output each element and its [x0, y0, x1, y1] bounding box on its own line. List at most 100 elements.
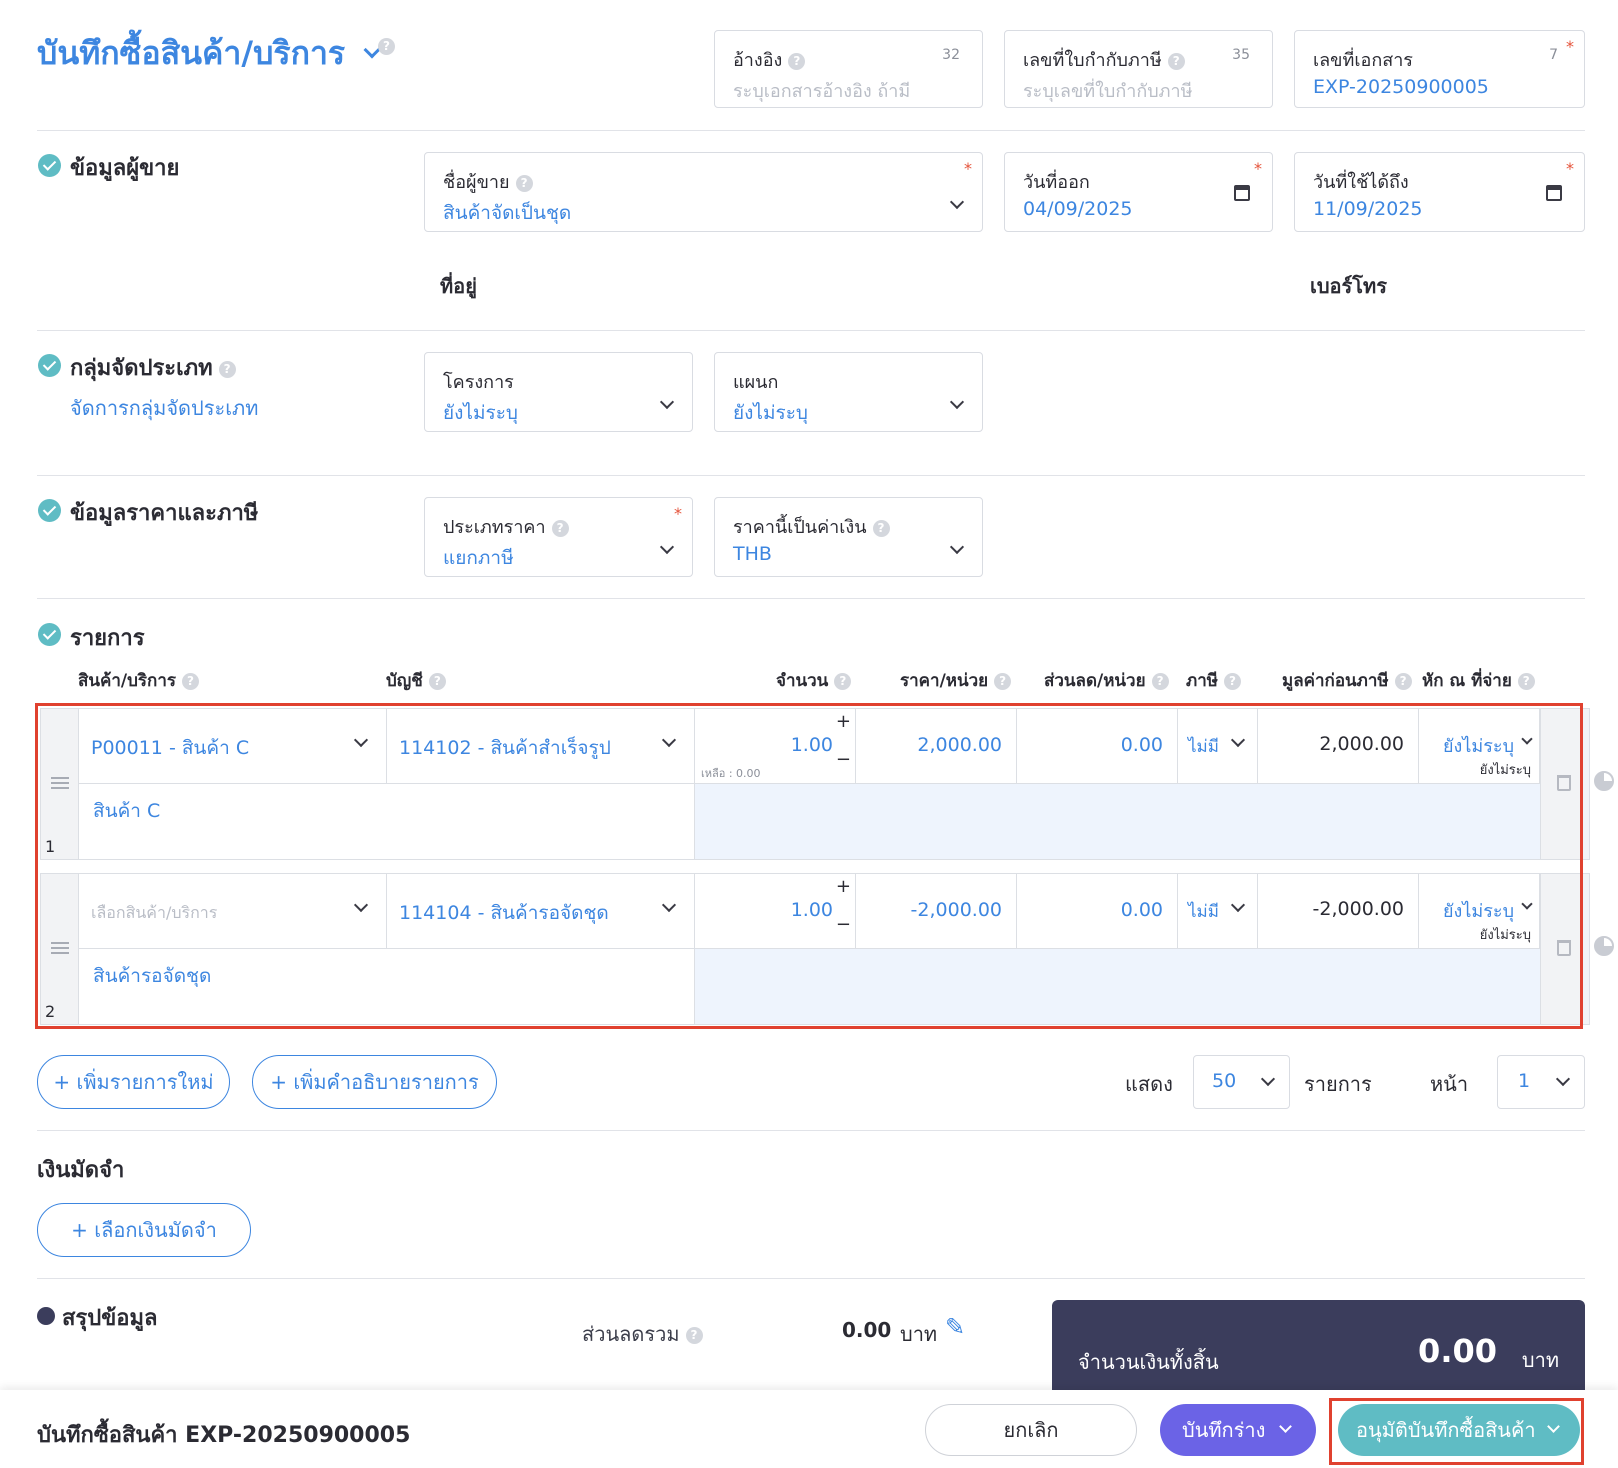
valid-until-value: 11/09/2025: [1313, 198, 1423, 220]
product-select[interactable]: เลือกสินค้า/บริการ: [79, 874, 387, 948]
currency-select[interactable]: ราคานี้เป็นค่าเงิน? THB: [714, 497, 983, 577]
issue-date-field[interactable]: วันที่ออก * 04/09/2025: [1004, 152, 1273, 232]
pretax-value-cell: 2,000.00: [1258, 709, 1419, 783]
help-icon: ?: [1167, 52, 1185, 70]
pricing-section-title: ข้อมูลราคาและภาษี: [70, 501, 259, 526]
description-value: สินค้ารอจัดชุด: [93, 965, 212, 987]
trash-icon[interactable]: [1557, 940, 1571, 956]
chevron-down-icon: [1521, 733, 1533, 745]
doc-number-input[interactable]: EXP-20250900005: [1313, 76, 1489, 98]
discount-input[interactable]: 0.00: [1017, 709, 1178, 783]
char-count: 35: [1232, 47, 1250, 63]
department-select[interactable]: แผนก ยังไม่ระบุ: [714, 352, 983, 432]
tax-select[interactable]: ไม่มี: [1178, 874, 1258, 948]
select-deposit-button[interactable]: + เลือกเงินมัดจำ: [37, 1203, 251, 1257]
vendor-name-select[interactable]: ชื่อผู้ขาย? * สินค้าจัดเป็นชุด: [424, 152, 983, 232]
currency-value: THB: [733, 543, 772, 565]
help-icon: ?: [182, 672, 200, 690]
calendar-icon[interactable]: [1234, 185, 1250, 201]
help-icon: ?: [428, 672, 446, 690]
vendor-name-label: ชื่อผู้ขาย: [443, 172, 510, 193]
description-input[interactable]: สินค้ารอจัดชุด: [79, 948, 695, 1024]
table-row: 1 P00011 - สินค้า C 114102 - สินค้าสำเร็…: [40, 708, 1590, 860]
drag-handle-icon[interactable]: [51, 942, 69, 954]
phone-label: เบอร์โทร: [1310, 274, 1387, 298]
trash-icon[interactable]: [1557, 775, 1571, 791]
chart-pie-icon[interactable]: [1594, 771, 1614, 791]
cancel-button[interactable]: ยกเลิก: [925, 1404, 1137, 1456]
page-title-dropdown[interactable]: บันทึกซื้อสินค้า/บริการ: [37, 28, 381, 79]
help-icon[interactable]: ?: [378, 38, 395, 55]
summary-section-title: สรุปข้อมูล: [62, 1306, 158, 1331]
minus-icon[interactable]: −: [835, 914, 851, 935]
tax-select[interactable]: ไม่มี: [1178, 709, 1258, 783]
product-value: P00011 - สินค้า C: [91, 737, 250, 759]
page-size-value: 50: [1212, 1070, 1237, 1092]
required-mark: *: [964, 159, 972, 178]
add-item-button[interactable]: + เพิ่มรายการใหม่: [37, 1055, 230, 1109]
doc-number-field[interactable]: เลขที่เอกสาร 7 * EXP-20250900005: [1294, 30, 1585, 108]
qty-stepper[interactable]: 1.00 + − เหลือ : 0.00: [695, 709, 856, 783]
col-discount: ส่วนลด/หน่วย: [1044, 671, 1146, 691]
page-label: หน้า: [1430, 1072, 1469, 1096]
add-description-button[interactable]: + เพิ่มคำอธิบายรายการ: [252, 1055, 497, 1109]
wht-select[interactable]: ยังไม่ระบุ ยังไม่ระบุ: [1419, 709, 1540, 783]
required-mark: *: [674, 504, 682, 523]
qty-stepper[interactable]: 1.00 + −: [695, 874, 856, 948]
page-select[interactable]: 1: [1497, 1055, 1585, 1109]
required-mark: *: [1566, 159, 1574, 178]
manage-category-link[interactable]: จัดการกลุ่มจัดประเภท: [70, 396, 259, 420]
calendar-icon[interactable]: [1546, 185, 1562, 201]
chevron-down-icon: [1521, 898, 1533, 910]
project-select[interactable]: โครงการ ยังไม่ระบุ: [424, 352, 693, 432]
discount-input[interactable]: 0.00: [1017, 874, 1178, 948]
col-price: ราคา/หน่วย: [900, 671, 989, 691]
table-row: 2 เลือกสินค้า/บริการ 114104 - สินค้ารอจั…: [40, 873, 1590, 1025]
chevron-down-icon: [1279, 1420, 1292, 1433]
chart-pie-icon[interactable]: [1594, 936, 1614, 956]
drag-handle-icon[interactable]: [51, 777, 69, 789]
required-mark: *: [1566, 37, 1574, 56]
minus-icon[interactable]: −: [835, 749, 851, 770]
check-circle-icon: [38, 154, 61, 177]
row-index: 1: [45, 837, 56, 856]
chevron-down-icon: [1547, 1420, 1560, 1433]
chevron-down-icon: [353, 732, 369, 748]
page-size-select[interactable]: 50: [1193, 1055, 1290, 1109]
pretax-value: 2,000.00: [1319, 733, 1404, 755]
wht-sub-value: ยังไม่ระบุ: [1479, 928, 1531, 943]
bullet-dot: [37, 1307, 55, 1325]
footer-bar: บันทึกซื้อสินค้า EXP-20250900005 ยกเลิก …: [0, 1390, 1618, 1468]
doc-number-label: เลขที่เอกสาร: [1313, 50, 1413, 71]
price-type-label: ประเภทราคา: [443, 517, 546, 538]
description-input[interactable]: สินค้า C: [79, 783, 695, 859]
wht-sub-value: ยังไม่ระบุ: [1479, 763, 1531, 778]
account-select[interactable]: 114102 - สินค้าสำเร็จรูป: [387, 709, 695, 783]
price-input[interactable]: -2,000.00: [856, 874, 1017, 948]
chevron-down-icon: [353, 897, 369, 913]
plus-icon[interactable]: +: [835, 876, 851, 897]
grand-total-label: จำนวนเงินทั้งสิ้น: [1078, 1350, 1219, 1374]
account-select[interactable]: 114104 - สินค้ารอจัดชุด: [387, 874, 695, 948]
currency-label: ราคานี้เป็นค่าเงิน: [733, 517, 867, 538]
price-input[interactable]: 2,000.00: [856, 709, 1017, 783]
save-draft-button[interactable]: บันทึกร่าง: [1160, 1404, 1316, 1456]
edit-pencil-icon[interactable]: ✎: [945, 1313, 966, 1341]
chevron-down-icon: [661, 732, 677, 748]
tax-invoice-input[interactable]: ระบุเลขที่ใบกำกับภาษี: [1023, 81, 1193, 102]
plus-icon[interactable]: +: [835, 711, 851, 732]
tax-invoice-field[interactable]: เลขที่ใบกำกับภาษี? 35 ระบุเลขที่ใบกำกับภ…: [1004, 30, 1273, 108]
help-icon: ?: [515, 174, 533, 192]
wht-select[interactable]: ยังไม่ระบุ ยังไม่ระบุ: [1419, 874, 1540, 948]
address-label: ที่อยู่: [440, 274, 477, 298]
save-draft-label: บันทึกร่าง: [1182, 1418, 1266, 1442]
approve-button[interactable]: อนุมัติบันทึกซื้อสินค้า: [1338, 1404, 1580, 1456]
reference-field[interactable]: อ้างอิง? 32 ระบุเอกสารอ้างอิง ถ้ามี: [714, 30, 983, 108]
price-type-select[interactable]: ประเภทราคา? * แยกภาษี: [424, 497, 693, 577]
product-select[interactable]: P00011 - สินค้า C: [79, 709, 387, 783]
show-label: แสดง: [1125, 1072, 1173, 1096]
col-tax: ภาษี: [1186, 671, 1218, 691]
chevron-down-icon: [659, 394, 675, 410]
reference-input[interactable]: ระบุเอกสารอ้างอิง ถ้ามี: [733, 81, 911, 102]
valid-until-field[interactable]: วันที่ใช้ได้ถึง * 11/09/2025: [1294, 152, 1585, 232]
